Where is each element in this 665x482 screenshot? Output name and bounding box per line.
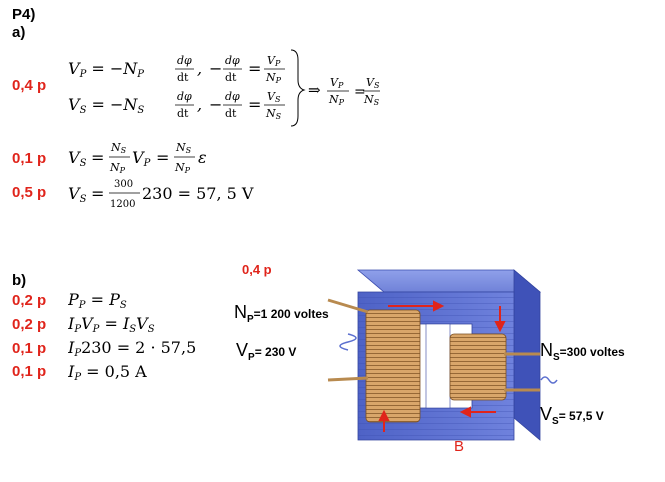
svg-text:=: = [156,148,169,167]
problem-title: P4) [12,6,36,23]
svg-text:NP: NP [265,71,282,85]
svg-text:IPVP = ISVS: IPVP = ISVS [68,314,155,335]
svg-text:dt: dt [225,107,237,120]
svg-text:VS: VS [68,148,87,169]
ns-label: NS=300 voltes [540,340,625,363]
svg-text:=: = [354,84,366,100]
svg-text:IP = 0,5 A: IP = 0,5 A [68,362,147,383]
svg-text:,: , [197,95,202,114]
figure-points: 0,4 p [242,262,272,277]
part-a-label: a) [12,24,26,41]
svg-text:NS: NS [363,93,380,107]
part-a-equations: VP = −NP dφ dt , − dφ dt = VP NP VS = −N… [68,49,380,127]
svg-text:VP: VP [267,54,281,68]
svg-text:230 = 57, 5 V: 230 = 57, 5 V [142,184,254,203]
svg-text:NP: NP [328,93,345,107]
svg-text:dt: dt [177,71,189,84]
svg-text:VS: VS [68,184,87,205]
svg-text:ε: ε [198,148,207,167]
transformer-diagram [327,269,558,441]
flux-label: B [454,438,465,455]
svg-text:dφ: dφ [177,90,192,103]
vs-label: VS= 57,5 V [540,404,604,427]
part-b-points-1: 0,2 p [12,292,47,309]
svg-text:300: 300 [114,179,133,190]
svg-text:NS: NS [110,141,127,155]
svg-text:NS: NS [265,107,282,121]
part-a-points-3: 0,5 p [12,184,47,201]
svg-text:PP = PS: PP = PS [68,290,127,311]
svg-text:VS = −NS: VS = −NS [68,95,144,116]
svg-text:dt: dt [177,107,189,120]
svg-text:VP: VP [330,76,344,90]
part-b-points-4: 0,1 p [12,363,47,380]
svg-text:1200: 1200 [110,199,135,210]
part-b-points-3: 0,1 p [12,340,47,357]
svg-text:dφ: dφ [177,54,192,67]
svg-text:dφ: dφ [225,90,240,103]
svg-text:VS: VS [267,90,281,104]
np-label: NP=1 200 voltes [234,302,329,325]
svg-text:=: = [248,95,261,114]
svg-text:IP230 = 2 · 57,5: IP230 = 2 · 57,5 [68,338,196,359]
svg-text:,: , [197,59,202,78]
ratio-equation: VS = NS NP VP = NS NP ε [68,141,207,175]
vp-label: VP= 230 V [236,340,297,363]
svg-text:=: = [91,148,104,167]
part-a-points-2: 0,1 p [12,150,47,167]
svg-text:dt: dt [225,71,237,84]
svg-text:dφ: dφ [225,54,240,67]
part-a-points-1: 0,4 p [12,77,47,94]
svg-text:VS: VS [366,76,380,90]
part-b-label: b) [12,272,27,289]
svg-text:NS: NS [175,141,192,155]
part-b-points-2: 0,2 p [12,316,47,333]
numeric-equation: VS = 300 1200 230 = 57, 5 V [68,179,254,210]
svg-text:VP = −NP: VP = −NP [68,59,144,80]
svg-text:=: = [248,59,261,78]
svg-text:⇒: ⇒ [308,81,321,99]
svg-text:−: − [209,95,222,114]
svg-text:VP: VP [132,148,151,169]
svg-text:=: = [91,184,104,203]
part-b-equations: PP = PS IPVP = ISVS IP230 = 2 · 57,5 IP … [68,290,196,383]
svg-text:−: − [209,59,222,78]
